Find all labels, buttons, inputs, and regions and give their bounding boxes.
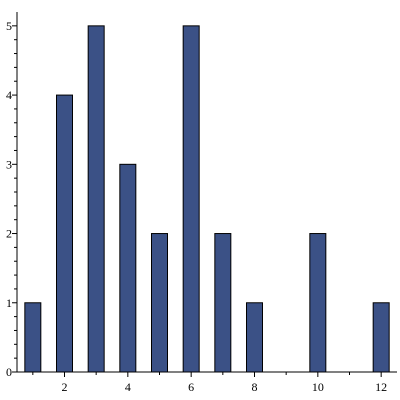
bar-x-1 [24,302,42,373]
axes-group [16,12,397,373]
bar-x-10 [309,233,327,373]
bar-x-2 [56,94,73,373]
y-tick-label: 0 [6,365,12,379]
x-tick-label: 2 [62,380,68,394]
y-tick-label: 3 [6,157,12,171]
x-tick-label: 6 [188,380,194,394]
bar-x-3 [87,25,105,373]
bars-group [24,25,390,373]
bar-x-12 [372,302,390,373]
y-tick-label: 1 [6,296,12,310]
bar-x-5 [151,233,168,373]
x-tick-label: 4 [125,380,131,394]
ticks-group [12,25,382,377]
y-tick-label: 2 [6,227,12,241]
x-tick-label: 10 [312,380,324,394]
bar-x-8 [246,302,263,373]
y-tick-label: 4 [6,88,12,102]
x-tick-label: 12 [375,380,387,394]
y-tick-label: 5 [6,19,12,33]
bar-x-4 [119,163,137,373]
bar-x-7 [214,233,232,373]
x-tick-label: 8 [252,380,258,394]
bar-x-6 [182,25,200,373]
